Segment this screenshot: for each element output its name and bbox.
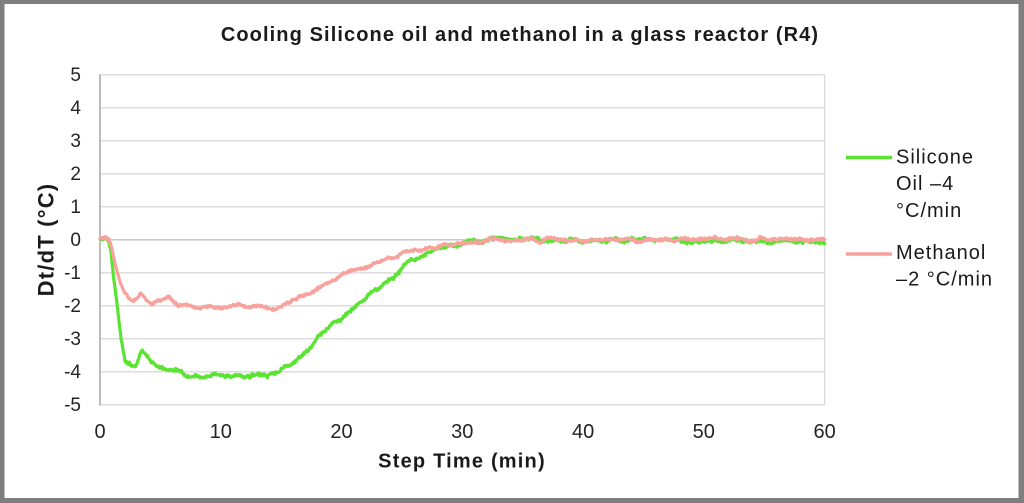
svg-text:-5: -5: [64, 395, 81, 416]
svg-text:-4: -4: [64, 362, 81, 383]
svg-text:-2: -2: [64, 296, 81, 317]
svg-text:Step Time (min): Step Time (min): [378, 451, 546, 473]
svg-text:Oil –4: Oil –4: [896, 173, 954, 195]
svg-text:5: 5: [70, 65, 81, 86]
svg-text:40: 40: [572, 421, 594, 443]
svg-text:0: 0: [94, 421, 105, 443]
svg-text:Silicone: Silicone: [896, 147, 974, 169]
svg-text:-1: -1: [64, 263, 81, 284]
svg-text:60: 60: [813, 421, 835, 443]
svg-text:10: 10: [210, 421, 232, 443]
svg-text:3: 3: [70, 131, 81, 152]
svg-text:Dt/dT (°C): Dt/dT (°C): [34, 183, 59, 297]
svg-text:1: 1: [70, 197, 81, 218]
svg-text:4: 4: [70, 98, 81, 119]
svg-text:20: 20: [330, 421, 352, 443]
svg-text:-3: -3: [64, 329, 81, 350]
svg-text:Cooling Silicone oil and metha: Cooling Silicone oil and methanol in a g…: [221, 24, 819, 46]
svg-text:50: 50: [693, 421, 715, 443]
svg-text:°C/min: °C/min: [896, 200, 962, 222]
svg-text:–2 °C/min: –2 °C/min: [896, 269, 993, 291]
svg-text:Methanol: Methanol: [896, 242, 986, 264]
svg-text:2: 2: [70, 164, 81, 185]
svg-text:0: 0: [70, 230, 81, 251]
svg-text:30: 30: [451, 421, 473, 443]
